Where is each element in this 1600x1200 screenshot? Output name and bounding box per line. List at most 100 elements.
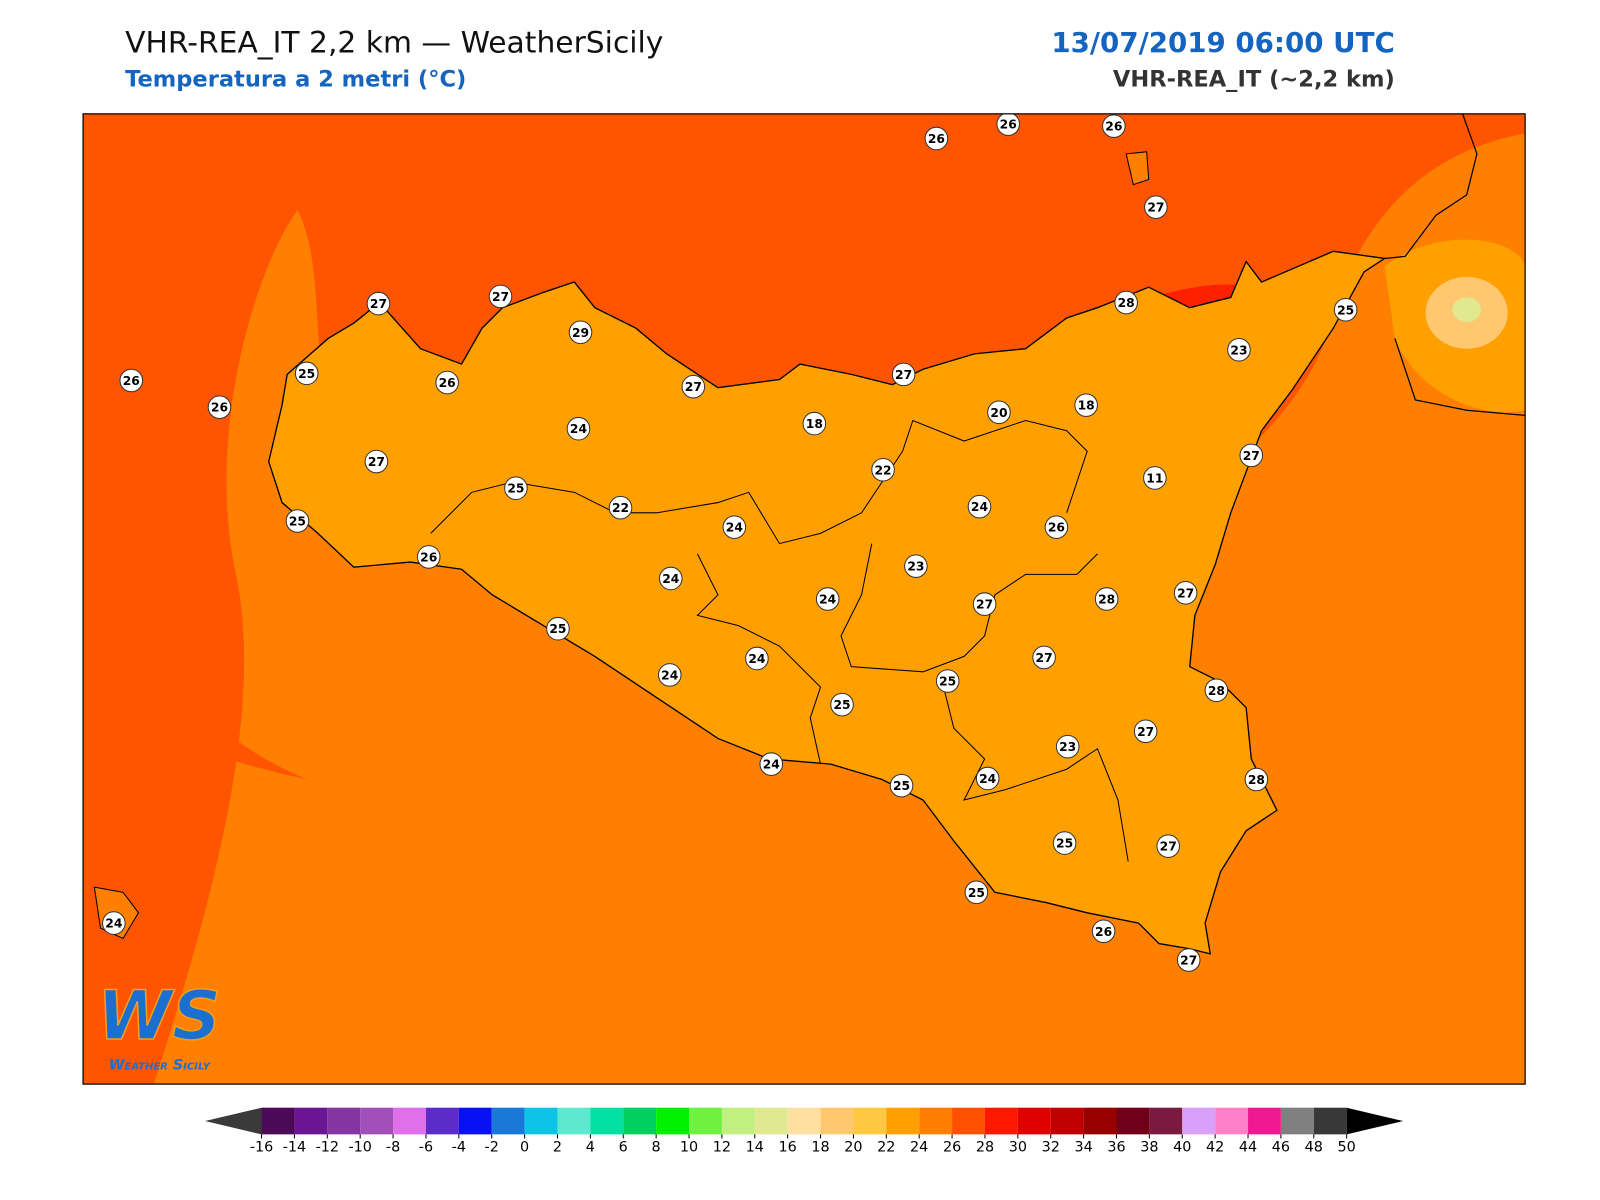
- station: 25: [1052, 831, 1077, 855]
- title: VHR-REA_IT 2,2 km — WeatherSicily: [125, 26, 663, 61]
- station-value: 18: [1078, 399, 1095, 413]
- station-value: 24: [979, 772, 996, 786]
- colorbar-bin: [458, 1107, 492, 1135]
- station-marker: [802, 411, 827, 436]
- station-marker: [759, 752, 784, 776]
- colorbar-bin: [787, 1107, 821, 1135]
- temperature-field: 26 26 26 27 27 27 29 26 25 26 26 27 27 28 25 23 20 18 18 24…: [83, 113, 1526, 1085]
- station: 24: [759, 752, 784, 776]
- model-label: VHR-REA_IT (~2,2 km): [1113, 67, 1395, 93]
- station-marker: [416, 545, 441, 569]
- station-value: 22: [875, 463, 892, 477]
- station-marker: [1055, 734, 1080, 759]
- colorbar-under: [205, 1107, 262, 1135]
- station-marker: [830, 692, 854, 717]
- station-marker: [924, 126, 949, 151]
- colorbar-tick-label: 50: [1338, 1140, 1356, 1156]
- station-marker: [1144, 195, 1168, 219]
- station-marker: [102, 911, 126, 935]
- colorbar-tick-label: -6: [419, 1140, 433, 1156]
- colorbar-tick-label: -16: [250, 1140, 273, 1156]
- colorbar-tick-label: -8: [386, 1140, 400, 1156]
- station: 27: [1144, 195, 1168, 219]
- aeolian-island: [1125, 151, 1150, 186]
- station-value: 24: [763, 758, 780, 772]
- station: 27: [1032, 645, 1056, 670]
- station: 26: [207, 395, 232, 419]
- station-marker: [1244, 767, 1269, 792]
- station-value: 23: [1230, 343, 1247, 357]
- station-marker: [1114, 290, 1138, 315]
- station-marker: [1094, 587, 1119, 611]
- station-value: 11: [1146, 471, 1163, 485]
- station-marker: [1032, 645, 1056, 670]
- station: 24: [967, 494, 992, 519]
- station-value: 24: [105, 917, 122, 931]
- colorbar-tick-label: 18: [811, 1140, 829, 1156]
- station: 28: [1094, 587, 1119, 611]
- station-marker: [745, 646, 769, 671]
- colorbar-bin: [261, 1107, 295, 1135]
- station: 25: [285, 509, 310, 533]
- colorbar-bin: [1313, 1107, 1347, 1135]
- station-value: 25: [507, 482, 524, 496]
- station-value: 24: [748, 652, 765, 666]
- colorbar-tick-label: 28: [976, 1140, 994, 1156]
- colorbar-tick-label: 10: [680, 1140, 698, 1156]
- colorbar-tick-label: 42: [1206, 1140, 1224, 1156]
- colorbar-bin: [327, 1107, 361, 1135]
- station: 27: [1156, 834, 1180, 858]
- colorbar-bin: [853, 1107, 887, 1135]
- colorbar-bin: [524, 1107, 558, 1135]
- station: 25: [964, 880, 989, 905]
- station-value: 28: [1098, 593, 1115, 607]
- colorbar-tick-label: 48: [1305, 1140, 1323, 1156]
- colorbar-tick-label: 0: [520, 1140, 529, 1156]
- colorbar-tick-label: 30: [1009, 1140, 1027, 1156]
- logo-mark: WS: [97, 976, 220, 1055]
- colorbar-tick-label: 16: [779, 1140, 797, 1156]
- station: 25: [889, 773, 914, 798]
- colorbar-tick-label: 40: [1173, 1140, 1191, 1156]
- colorbar-tick-label: -2: [485, 1140, 499, 1156]
- subtitle: Temperatura a 2 metri (°C): [125, 67, 466, 93]
- station: 26: [1091, 919, 1116, 944]
- station-value: 24: [662, 572, 679, 586]
- colorbar-bin: [1215, 1107, 1249, 1135]
- colorbar-tick-label: 20: [844, 1140, 862, 1156]
- station: 18: [802, 411, 827, 436]
- station-value: 23: [1059, 740, 1076, 754]
- station-marker: [608, 495, 633, 520]
- station-value: 22: [612, 501, 629, 515]
- province-border: [943, 687, 1129, 862]
- colorbar-bin: [754, 1107, 788, 1135]
- station-value: 26: [1000, 118, 1017, 132]
- station-value: 29: [572, 326, 589, 340]
- station-marker: [1239, 443, 1264, 468]
- colorbar-bin: [820, 1107, 854, 1135]
- colorbar-tick-label: 4: [586, 1140, 595, 1156]
- station-marker: [964, 880, 989, 905]
- colorbar-bin: [393, 1107, 426, 1135]
- station-value: 25: [298, 367, 315, 381]
- station-value: 28: [1118, 296, 1135, 310]
- station-marker: [119, 368, 144, 393]
- station: 27: [1133, 719, 1158, 744]
- station-marker: [889, 773, 914, 798]
- station: 27: [488, 284, 513, 309]
- colorbar-bin: [425, 1107, 459, 1135]
- province-border: [696, 553, 822, 765]
- station: 27: [1173, 581, 1198, 605]
- station-marker: [366, 291, 391, 316]
- station-value: 27: [1177, 586, 1194, 600]
- station-value: 25: [833, 698, 850, 712]
- colorbar-tick-label: 22: [877, 1140, 895, 1156]
- colorbar-tick-label: -4: [452, 1140, 466, 1156]
- station-value: 23: [907, 560, 924, 574]
- station: 22: [608, 495, 633, 520]
- station: 25: [294, 361, 319, 386]
- station-marker: [1176, 948, 1201, 972]
- station-value: 27: [492, 290, 509, 304]
